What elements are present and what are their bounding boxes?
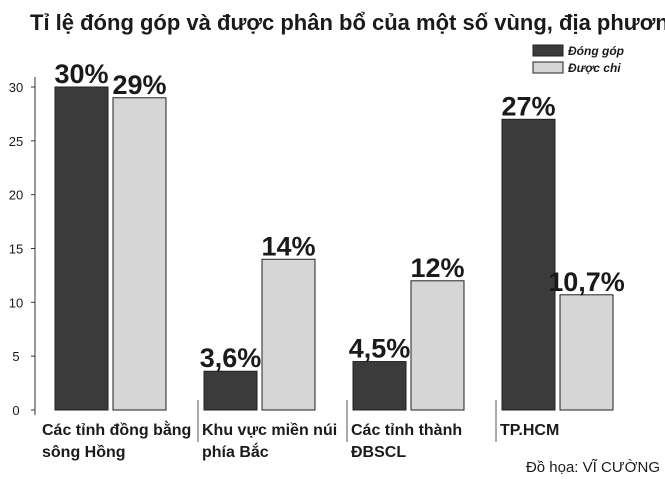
- y-tick-label: 20: [9, 188, 23, 203]
- y-tick-label: 25: [9, 134, 23, 149]
- value-label: 12%: [410, 253, 464, 283]
- value-label: 27%: [501, 91, 555, 121]
- legend-swatch: [532, 61, 564, 74]
- value-label: 4,5%: [349, 334, 411, 364]
- y-tick-label: 15: [9, 242, 23, 257]
- y-tick-label: 5: [12, 349, 19, 364]
- bar: [410, 280, 465, 411]
- bar: [352, 361, 407, 411]
- bar: [261, 258, 316, 411]
- chart-title: Tỉ lệ đóng góp và được phân bổ của một s…: [30, 10, 665, 35]
- bar: [54, 86, 109, 411]
- value-label: 30%: [54, 59, 108, 89]
- bar: [501, 118, 556, 411]
- y-tick-label: 10: [9, 295, 23, 310]
- source: Đồ họa: VĨ CƯỜNG: [526, 459, 660, 476]
- bar: [203, 370, 258, 411]
- value-label: 14%: [261, 231, 315, 261]
- x-tick-label: Các tỉnh đồng bằng: [42, 420, 191, 439]
- x-tick-label: phía Bắc: [202, 442, 269, 461]
- x-tick-label: TP.HCM: [500, 422, 559, 439]
- value-label: 3,6%: [200, 343, 262, 373]
- x-tick-label: Các tỉnh thành: [351, 422, 462, 439]
- y-tick-label: 30: [9, 80, 23, 95]
- legend-swatch: [532, 44, 564, 57]
- legend-label: Đóng góp: [568, 44, 624, 58]
- legend-label: Được chi: [568, 61, 621, 75]
- x-tick-label: Khu vực miền núi: [202, 422, 337, 439]
- value-label: 29%: [112, 70, 166, 100]
- bar: [112, 97, 167, 411]
- x-tick-label: sông Hồng: [42, 444, 126, 461]
- bar: [559, 294, 614, 411]
- x-tick-label: ĐBSCL: [351, 444, 406, 461]
- y-tick-label: 0: [12, 403, 19, 418]
- value-label: 10,7%: [548, 267, 625, 297]
